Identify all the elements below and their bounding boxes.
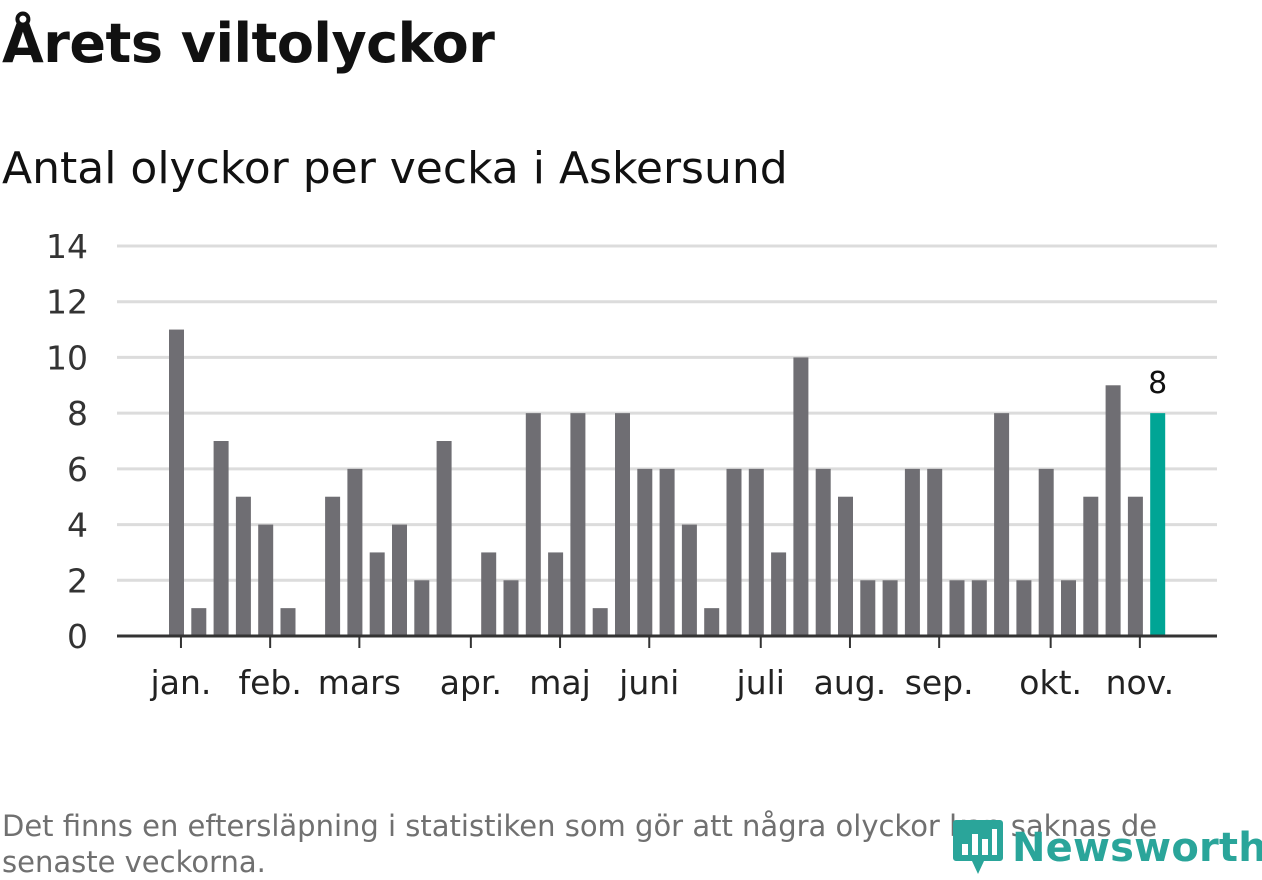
y-tick-label: 2	[67, 561, 88, 600]
bars	[169, 329, 1166, 636]
bar	[347, 468, 363, 636]
x-tick-label: mars	[318, 663, 401, 702]
bar	[927, 468, 943, 636]
bar	[1083, 496, 1099, 636]
bar	[994, 413, 1010, 636]
bar	[904, 468, 920, 636]
y-tick-label: 6	[67, 450, 88, 489]
x-tick-label: jan.	[150, 663, 212, 702]
y-tick-label: 12	[46, 283, 88, 322]
bar	[213, 441, 229, 636]
bar	[570, 413, 586, 636]
x-tick-label: feb.	[238, 663, 301, 702]
bar	[548, 552, 564, 636]
x-tick-label: juli	[736, 663, 785, 702]
x-tick-label: apr.	[440, 663, 502, 702]
y-tick-label: 4	[67, 506, 88, 545]
bar	[659, 468, 675, 636]
bar-highlighted	[1150, 413, 1166, 636]
bar	[1127, 496, 1143, 636]
bar	[436, 441, 452, 636]
bar	[860, 580, 876, 636]
brand-name: Newsworthy	[1012, 825, 1262, 871]
x-tick-label: nov.	[1106, 663, 1175, 702]
bar	[258, 524, 274, 636]
data-labels: 8	[1148, 366, 1167, 401]
bar-chart: 0 2 4 6 8 10 12 14 jan. feb. mars apr. maj juni juli a…	[46, 227, 1217, 702]
y-tick-label: 8	[67, 394, 88, 433]
bar	[503, 580, 519, 636]
bar	[325, 496, 341, 636]
bar	[592, 608, 608, 636]
x-axis: jan. feb. mars apr. maj juni juli aug. sep. okt. n…	[117, 634, 1217, 702]
x-tick-label: maj	[529, 663, 591, 702]
bar	[369, 552, 385, 636]
x-tick-label: sep.	[905, 663, 974, 702]
bar	[414, 580, 430, 636]
bar	[169, 329, 184, 636]
bar	[615, 413, 630, 636]
x-tick-label: juni	[618, 663, 679, 702]
y-tick-label: 14	[46, 227, 88, 266]
y-tick-label: 0	[67, 617, 88, 656]
bar	[191, 608, 207, 636]
brand: Newsworthy	[952, 818, 1262, 878]
bar	[280, 608, 296, 636]
bar	[1061, 580, 1076, 636]
bar	[838, 496, 853, 636]
bar	[1016, 580, 1032, 636]
bar	[771, 552, 787, 636]
bar	[525, 413, 541, 636]
bar	[1038, 468, 1054, 636]
bar	[793, 357, 809, 636]
bar	[1105, 385, 1121, 636]
data-label: 8	[1148, 366, 1167, 401]
bar	[882, 580, 898, 636]
y-tick-label: 10	[46, 338, 88, 377]
bar	[235, 496, 251, 636]
bar	[971, 580, 987, 636]
bar	[726, 468, 742, 636]
bar	[815, 468, 831, 636]
bar	[481, 552, 497, 636]
x-tick-label: okt.	[1019, 663, 1082, 702]
bar	[704, 608, 720, 636]
bar	[748, 468, 764, 636]
bar	[949, 580, 965, 636]
bar	[392, 524, 407, 636]
bar	[637, 468, 653, 636]
chart-title: Årets viltolyckor	[2, 12, 495, 75]
y-axis-tick-labels: 0 2 4 6 8 10 12 14	[46, 227, 88, 656]
chart-subtitle: Antal olyckor per vecka i Askersund	[2, 143, 788, 194]
x-tick-label: aug.	[814, 663, 887, 702]
newsworthy-logo-icon	[953, 820, 1003, 874]
bar	[681, 524, 697, 636]
